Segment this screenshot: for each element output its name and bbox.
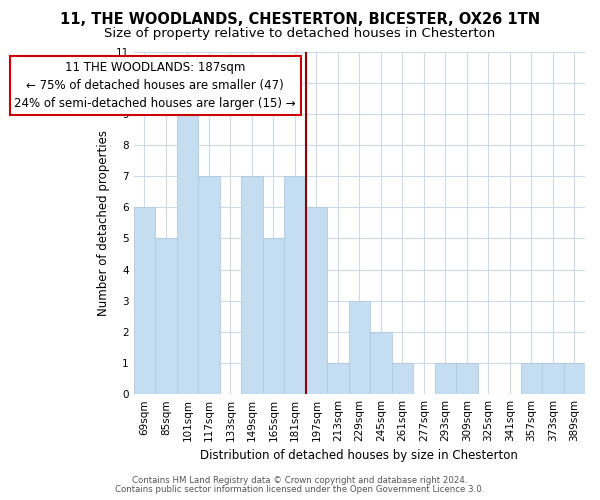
Bar: [521, 363, 542, 394]
Bar: [305, 208, 327, 394]
Y-axis label: Number of detached properties: Number of detached properties: [97, 130, 110, 316]
Bar: [263, 238, 284, 394]
Bar: [241, 176, 263, 394]
Text: Size of property relative to detached houses in Chesterton: Size of property relative to detached ho…: [104, 28, 496, 40]
Bar: [327, 363, 349, 394]
Bar: [155, 238, 176, 394]
Bar: [434, 363, 456, 394]
Bar: [456, 363, 478, 394]
Text: 11, THE WOODLANDS, CHESTERTON, BICESTER, OX26 1TN: 11, THE WOODLANDS, CHESTERTON, BICESTER,…: [60, 12, 540, 28]
Bar: [370, 332, 392, 394]
Bar: [134, 208, 155, 394]
Bar: [563, 363, 585, 394]
Bar: [392, 363, 413, 394]
Bar: [542, 363, 563, 394]
Text: Contains public sector information licensed under the Open Government Licence 3.: Contains public sector information licen…: [115, 485, 485, 494]
Text: 11 THE WOODLANDS: 187sqm
← 75% of detached houses are smaller (47)
24% of semi-d: 11 THE WOODLANDS: 187sqm ← 75% of detach…: [14, 61, 296, 110]
Bar: [176, 114, 198, 394]
Bar: [198, 176, 220, 394]
Bar: [284, 176, 305, 394]
X-axis label: Distribution of detached houses by size in Chesterton: Distribution of detached houses by size …: [200, 450, 518, 462]
Text: Contains HM Land Registry data © Crown copyright and database right 2024.: Contains HM Land Registry data © Crown c…: [132, 476, 468, 485]
Bar: [349, 300, 370, 394]
